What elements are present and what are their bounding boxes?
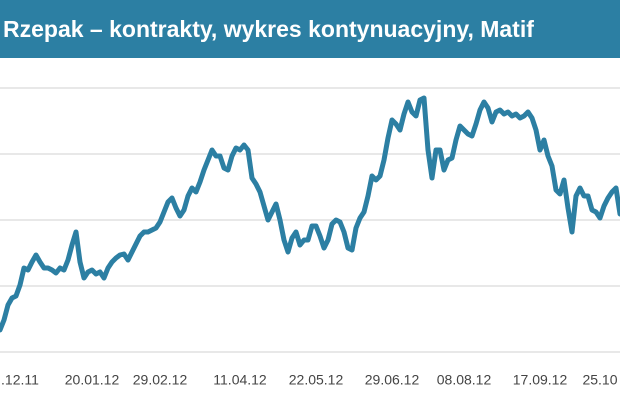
x-tick-label: 17.09.12 [513, 372, 568, 388]
chart-title: Rzepak – kontrakty, wykres kontynuacyjny… [3, 16, 534, 42]
x-tick-label: 08.08.12 [437, 372, 492, 388]
x-tick-label: .12.11 [1, 372, 39, 388]
title-bar [0, 0, 620, 58]
x-tick-label: 11.04.12 [213, 372, 267, 388]
x-tick-label: 20.01.12 [65, 372, 120, 388]
x-tick-label: 25.10 [582, 372, 617, 388]
x-tick-label: 29.06.12 [365, 372, 420, 388]
x-tick-label: 29.02.12 [133, 372, 188, 388]
x-tick-label: 22.05.12 [289, 372, 344, 388]
price-line [0, 95, 620, 333]
